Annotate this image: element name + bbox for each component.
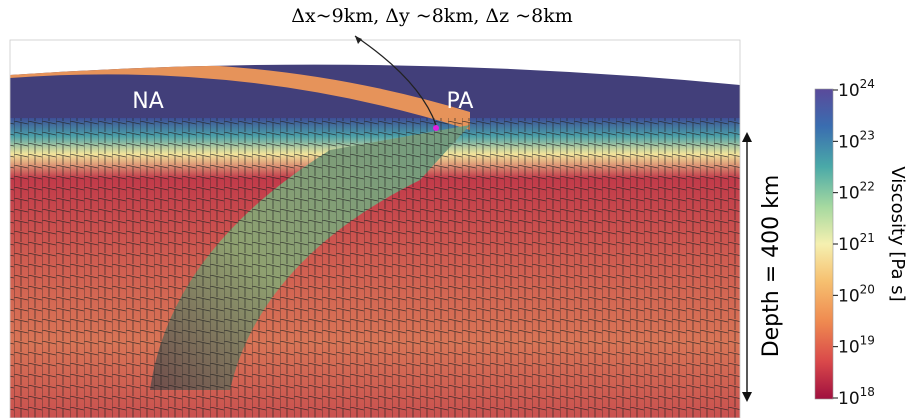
resolution-annotation: Δx~9km, Δy ~8km, Δz ~8km <box>291 5 572 27</box>
colorbar-tick-label: 1021 <box>838 231 875 255</box>
colorbar-tick-label: 1023 <box>838 128 875 152</box>
figure: Δx~9km, Δy ~8km, Δz ~8km NA PA Depth = 4… <box>0 0 913 418</box>
colorbar-tick-label: 1020 <box>838 282 875 306</box>
colorbar-title: Viscosity [Pa s] <box>887 166 908 301</box>
plate-label: PA <box>447 89 474 114</box>
colorbar-tick-label: 1022 <box>838 180 875 204</box>
colorbar-tick-label: 1018 <box>838 385 875 409</box>
plate-label: NA <box>132 89 164 114</box>
depth-label: Depth = 400 km <box>759 175 784 358</box>
colorbar-tick-label: 1024 <box>838 77 875 101</box>
model-view <box>0 40 745 418</box>
colorbar: 1024 1023 1022 1021 1020 1019 1018 <box>815 77 875 409</box>
colorbar-tick-label: 1019 <box>838 334 875 358</box>
